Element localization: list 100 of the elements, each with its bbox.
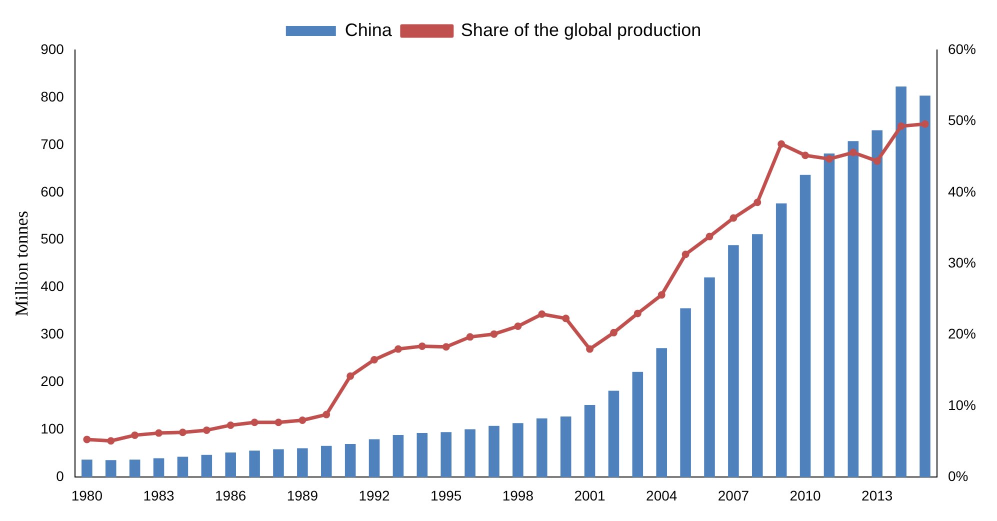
bar bbox=[680, 308, 691, 478]
bar bbox=[488, 426, 500, 478]
point bbox=[370, 356, 378, 364]
y-tick-label: 800 bbox=[40, 88, 64, 104]
x-tick-label: 1992 bbox=[358, 487, 390, 504]
y2-tick-label: 0% bbox=[948, 468, 968, 484]
bar bbox=[201, 454, 212, 478]
bar bbox=[656, 348, 667, 478]
point bbox=[298, 416, 306, 424]
x-tick-label: 2010 bbox=[790, 487, 822, 504]
y-tick-label: 900 bbox=[40, 40, 64, 57]
bar bbox=[608, 390, 620, 478]
bar bbox=[129, 460, 140, 478]
y2-tick-label: 60% bbox=[948, 40, 976, 57]
bar bbox=[249, 450, 260, 478]
y-tick-label: 700 bbox=[40, 136, 64, 152]
bar bbox=[824, 153, 835, 478]
point bbox=[921, 120, 929, 128]
x-tick-label: 1995 bbox=[430, 487, 462, 504]
point bbox=[778, 140, 786, 148]
point bbox=[155, 429, 163, 437]
bar bbox=[368, 439, 380, 478]
point bbox=[514, 322, 522, 330]
point bbox=[802, 152, 810, 160]
bar bbox=[512, 423, 524, 478]
point bbox=[394, 345, 402, 353]
point bbox=[226, 421, 234, 429]
x-tick-label: 1989 bbox=[286, 487, 318, 504]
point bbox=[131, 431, 139, 439]
y-tick-label: 200 bbox=[40, 373, 64, 390]
bar bbox=[105, 460, 116, 478]
y-tick-label: 600 bbox=[40, 183, 64, 200]
bar bbox=[225, 452, 236, 478]
point bbox=[107, 437, 115, 445]
x-tick-label: 1983 bbox=[143, 487, 175, 504]
point bbox=[322, 410, 330, 418]
point bbox=[586, 345, 594, 353]
point bbox=[825, 155, 833, 163]
legend-label: Share of the global production bbox=[460, 20, 702, 40]
point bbox=[682, 250, 690, 258]
point bbox=[897, 122, 905, 130]
bar bbox=[464, 429, 476, 478]
x-tick-label: 2013 bbox=[862, 487, 893, 504]
bar bbox=[273, 449, 284, 478]
point bbox=[178, 428, 186, 436]
point bbox=[562, 314, 570, 322]
y-tick-label: 100 bbox=[40, 420, 64, 437]
x-tick-label: 2007 bbox=[718, 487, 750, 504]
x-tick-label: 2004 bbox=[646, 487, 678, 504]
y2-tick-label: 30% bbox=[948, 254, 976, 270]
bar bbox=[728, 245, 739, 478]
x-tick-label: 2001 bbox=[574, 487, 606, 504]
y2-tick-label: 50% bbox=[948, 112, 976, 128]
bar bbox=[392, 434, 404, 478]
bar bbox=[440, 432, 452, 478]
bar bbox=[297, 448, 308, 478]
bar bbox=[632, 372, 644, 478]
y-tick-label: 0 bbox=[56, 468, 64, 484]
point bbox=[754, 198, 762, 206]
bar bbox=[800, 174, 811, 478]
x-tick-label: 1998 bbox=[502, 487, 534, 504]
bar bbox=[584, 405, 596, 478]
x-tick-label: 1986 bbox=[215, 487, 246, 504]
bar bbox=[776, 203, 787, 478]
point bbox=[466, 333, 474, 341]
point bbox=[873, 157, 881, 165]
y-tick-label: 400 bbox=[40, 278, 64, 294]
point bbox=[610, 328, 618, 336]
point bbox=[658, 291, 666, 299]
point bbox=[202, 426, 210, 434]
bar bbox=[416, 433, 428, 478]
bar bbox=[896, 86, 906, 478]
point bbox=[849, 148, 857, 156]
bar bbox=[177, 456, 188, 478]
point bbox=[538, 310, 546, 318]
y2-tick-label: 10% bbox=[948, 396, 976, 413]
point bbox=[250, 418, 258, 426]
bar bbox=[153, 458, 164, 478]
y-tick-label: 500 bbox=[40, 230, 64, 247]
y-axis-title: Million tonnes bbox=[12, 210, 32, 316]
bar bbox=[872, 130, 883, 478]
bar bbox=[82, 460, 92, 478]
bar bbox=[848, 141, 859, 478]
bar bbox=[320, 446, 332, 478]
y2-tick-label: 40% bbox=[948, 183, 976, 200]
point bbox=[730, 214, 738, 222]
point bbox=[418, 342, 426, 350]
bar bbox=[920, 96, 930, 478]
bar bbox=[704, 277, 715, 478]
x-tick-label: 1980 bbox=[71, 487, 103, 504]
point bbox=[346, 372, 354, 380]
y2-tick-label: 20% bbox=[948, 326, 976, 342]
bar bbox=[560, 416, 572, 478]
bar bbox=[752, 234, 763, 478]
bar bbox=[344, 444, 356, 478]
point bbox=[442, 343, 450, 351]
bar bbox=[536, 418, 548, 478]
legend-label: China bbox=[344, 20, 393, 40]
point bbox=[706, 232, 714, 240]
y-tick-label: 300 bbox=[40, 326, 64, 342]
